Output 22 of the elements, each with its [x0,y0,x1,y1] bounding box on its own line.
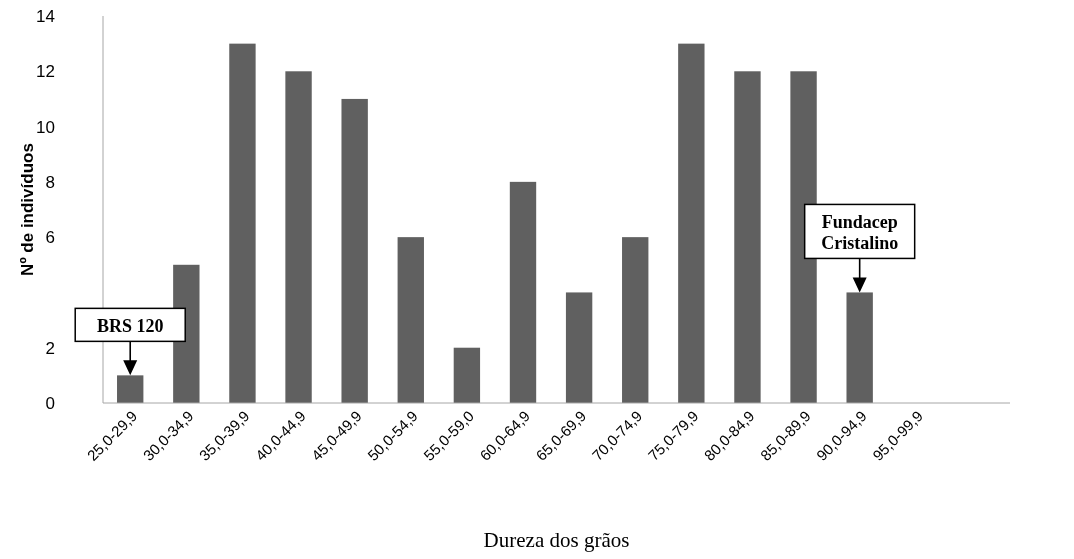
bar [397,237,424,403]
bar [790,71,817,403]
y-tick-label: 8 [45,172,55,192]
annotation: Fundacep Cristalino [821,212,899,254]
y-tick-label: 0 [45,393,55,413]
y-tick-label: 14 [36,6,55,26]
x-axis-title: Dureza dos grãos [483,528,630,552]
bar [678,43,705,403]
bar [734,71,761,403]
bar [453,347,481,403]
bar [229,43,256,403]
y-tick-label: 6 [45,228,55,248]
bar [565,292,593,403]
y-tick-label: 10 [36,117,55,137]
y-tick-label: 2 [45,338,55,358]
bar [341,98,368,403]
annotation: BRS 120 [96,316,164,337]
y-tick-label: 12 [36,62,55,82]
bar [509,181,537,403]
y-axis-title: Nº de indivíduos [18,143,37,276]
bar [285,71,312,403]
bar [622,237,649,403]
